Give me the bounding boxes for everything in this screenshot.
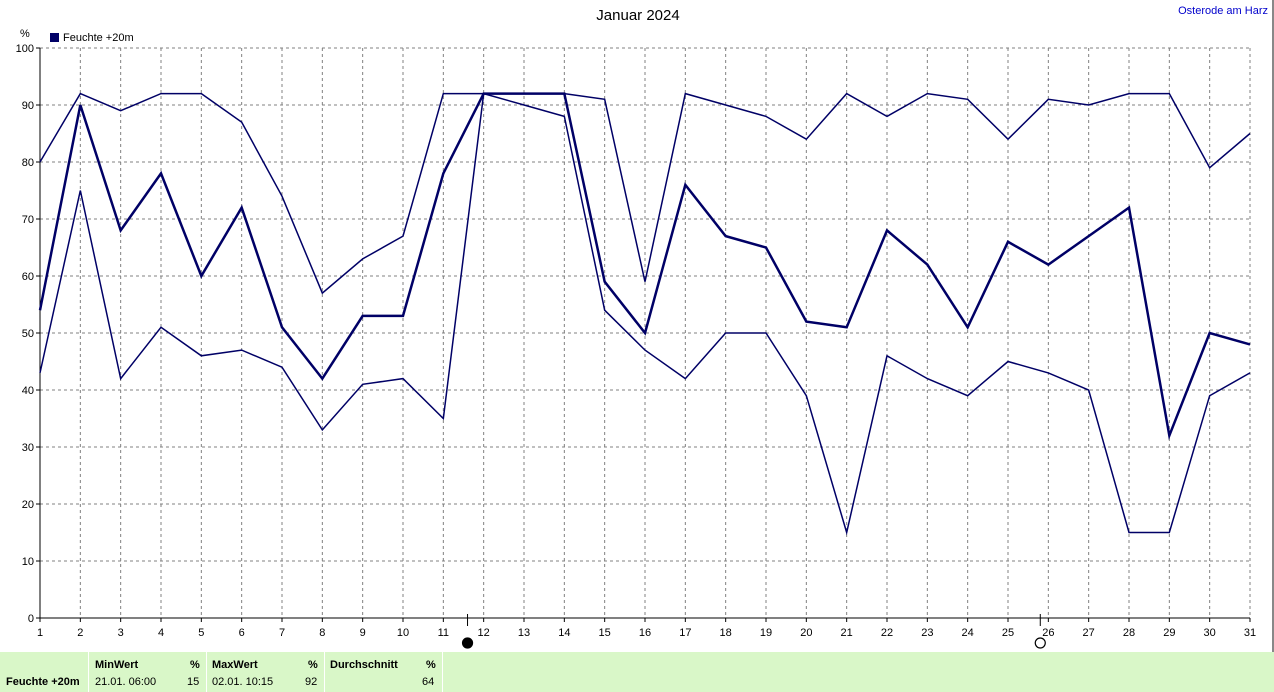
footer-separator xyxy=(206,652,207,692)
x-tick-label: 11 xyxy=(438,627,449,639)
y-tick-label: 60 xyxy=(22,271,34,283)
x-tick-label: 18 xyxy=(720,627,732,639)
x-tick-label: 6 xyxy=(239,627,245,639)
x-tick-label: 7 xyxy=(279,627,285,639)
statistics-footer: Feuchte +20m MinWert % 21.01. 06:00 15 M… xyxy=(0,652,1274,692)
y-tick-label: 100 xyxy=(16,43,34,55)
max-header: MaxWert xyxy=(212,659,258,671)
y-tick-label: 10 xyxy=(22,556,34,568)
footer-separator xyxy=(324,652,325,692)
x-tick-label: 1 xyxy=(37,627,43,639)
y-tick-label: 80 xyxy=(22,157,34,169)
x-tick-label: 8 xyxy=(319,627,325,639)
series-line-min xyxy=(39,92,1251,536)
y-tick-label: 40 xyxy=(22,385,34,397)
x-tick-label: 10 xyxy=(397,627,409,639)
x-tick-label: 28 xyxy=(1123,627,1135,639)
max-value: 92 xyxy=(305,676,318,688)
avg-header: Durchschnitt xyxy=(330,659,398,671)
legend-label: Feuchte +20m xyxy=(63,32,134,44)
x-tick-label: 22 xyxy=(881,627,893,639)
x-tick-label: 25 xyxy=(1002,627,1014,639)
x-tick-label: 3 xyxy=(118,627,124,639)
humidity-chart: Januar 2024 % Feuchte +20m 0102030405060… xyxy=(16,7,1256,649)
y-tick-label: 70 xyxy=(22,214,34,226)
y-tick-label: 20 xyxy=(22,499,34,511)
y-tick-label: 50 xyxy=(22,328,34,340)
min-header: MinWert xyxy=(95,659,139,671)
min-date: 21.01. 06:00 xyxy=(95,676,157,688)
new-moon-icon xyxy=(461,637,474,649)
x-tick-label: 13 xyxy=(518,627,530,639)
x-tick-label: 30 xyxy=(1204,627,1216,639)
x-tick-label: 19 xyxy=(760,627,772,639)
full-moon-icon xyxy=(1034,637,1046,649)
chart-title: Januar 2024 xyxy=(596,7,679,24)
x-tick-label: 26 xyxy=(1042,627,1054,639)
min-unit: % xyxy=(190,659,200,671)
x-tick-label: 5 xyxy=(198,627,204,639)
x-tick-label: 2 xyxy=(77,627,83,639)
x-tick-label: 17 xyxy=(679,627,691,639)
moon-markers xyxy=(461,614,1046,649)
x-tick-label: 24 xyxy=(962,627,974,639)
max-date: 02.01. 10:15 xyxy=(212,676,274,688)
chart-series xyxy=(38,92,1251,536)
y-tick-label: 0 xyxy=(28,613,34,625)
footer-separator xyxy=(88,652,89,692)
x-axis-ticks: 1 2 3 4 5 6 7 8 9 10 11 12 13 14 15 16 17 18 19 20 21 22 23 24 2… xyxy=(37,618,1256,639)
right-border xyxy=(1272,0,1274,652)
series-line-mean xyxy=(38,92,1251,441)
avg-value: 64 xyxy=(422,676,435,688)
x-tick-label: 31 xyxy=(1244,627,1256,639)
location-label: Osterode am Harz xyxy=(1178,5,1268,17)
series-line-max xyxy=(39,92,1251,295)
x-tick-label: 21 xyxy=(841,627,853,639)
x-tick-label: 27 xyxy=(1083,627,1095,639)
y-axis-unit: % xyxy=(20,28,30,40)
chart-grid xyxy=(40,47,1251,618)
y-axis-ticks: 0 10 20 30 40 50 60 70 80 90 100 xyxy=(16,43,40,625)
x-tick-label: 14 xyxy=(558,627,570,639)
footer-series-label: Feuchte +20m xyxy=(6,676,80,688)
x-tick-label: 23 xyxy=(921,627,933,639)
x-tick-label: 16 xyxy=(639,627,651,639)
y-tick-label: 90 xyxy=(22,100,34,112)
x-tick-label: 9 xyxy=(360,627,366,639)
x-tick-label: 4 xyxy=(158,627,164,639)
footer-separator xyxy=(442,652,443,692)
x-tick-label: 29 xyxy=(1163,627,1175,639)
y-tick-label: 30 xyxy=(22,442,34,454)
x-tick-label: 15 xyxy=(599,627,611,639)
x-tick-label: 20 xyxy=(800,627,812,639)
legend-swatch xyxy=(50,33,59,42)
min-value: 15 xyxy=(187,676,200,688)
x-tick-label: 12 xyxy=(478,627,490,639)
avg-unit: % xyxy=(426,659,436,671)
max-unit: % xyxy=(308,659,318,671)
